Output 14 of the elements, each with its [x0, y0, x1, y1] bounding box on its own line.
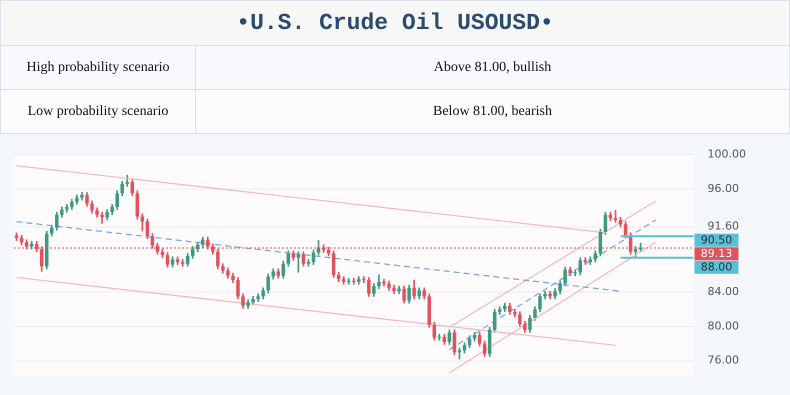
ref-line-label: 90.50 — [700, 234, 732, 247]
chart-title: •U.S. Crude Oil USOUSD• — [0, 0, 790, 46]
y-tick-label: 96.00 — [708, 182, 740, 195]
text: High probability scenario — [0, 46, 196, 90]
text: Low probability scenario — [0, 90, 196, 134]
ref-line-label: 88.00 — [700, 260, 732, 274]
y-tick-label: 76.00 — [708, 354, 740, 367]
y-tick-label: 80.00 — [708, 319, 740, 332]
text: Above 81.00, bullish — [196, 46, 790, 90]
ref-line-label: 89.13 — [700, 247, 732, 260]
text: Below 81.00, bearish — [196, 90, 790, 134]
y-tick-label: 84.00 — [708, 284, 740, 298]
y-tick-label: 100.00 — [708, 147, 746, 160]
y-tick-label: 91.60 — [708, 220, 740, 233]
